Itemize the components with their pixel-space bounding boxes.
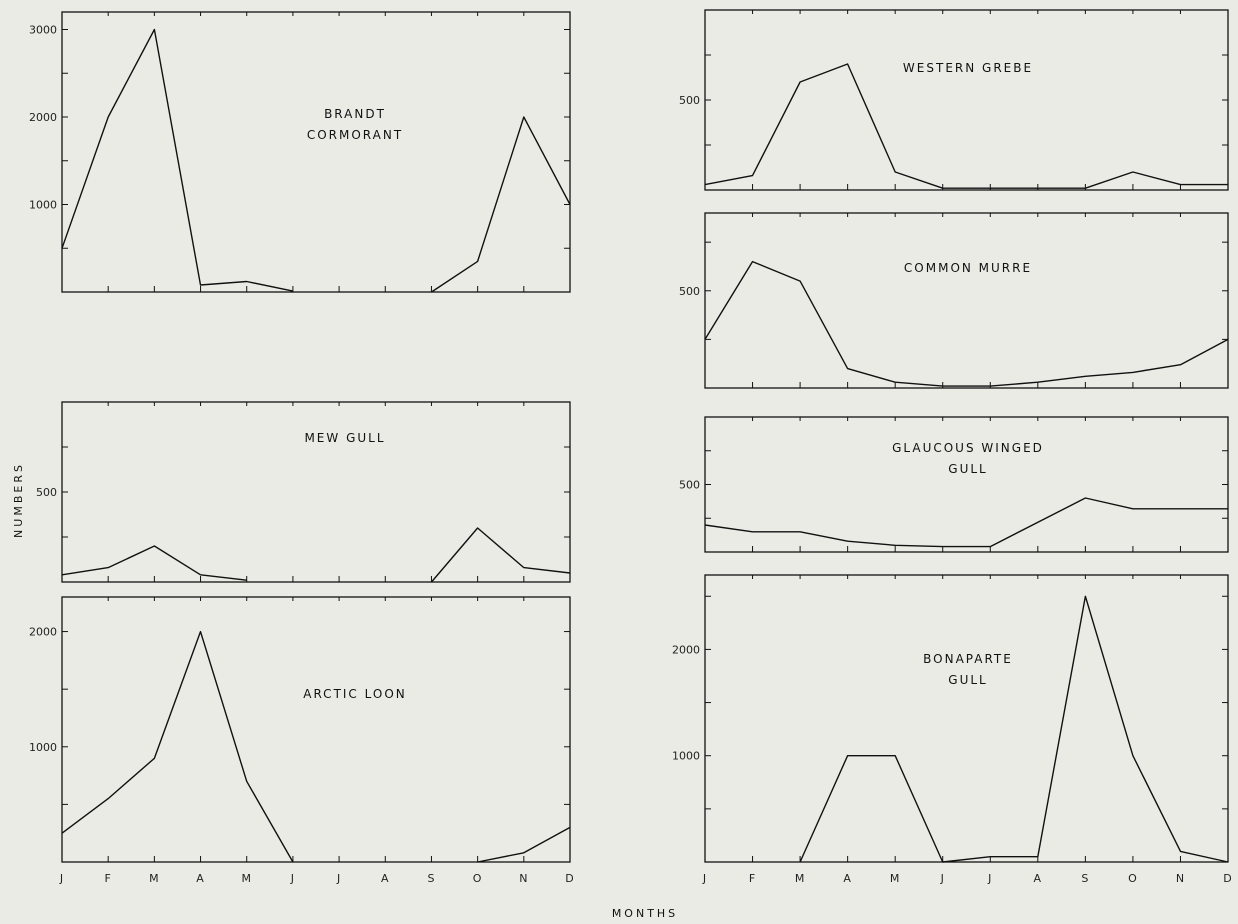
month-label: J — [940, 872, 945, 885]
panel-title: BRANDT — [324, 107, 386, 121]
panel-frame — [61, 11, 571, 293]
panel-title: WESTERN GREBE — [903, 61, 1033, 75]
series-line — [704, 63, 1228, 189]
panel-frame — [61, 596, 571, 863]
y-tick-label: 2000 — [672, 643, 700, 656]
panel-title: CORMORANT — [307, 128, 403, 142]
month-label: J — [702, 872, 707, 885]
panel-3: 500 WESTERN GREBE — [679, 9, 1229, 191]
month-label: S — [427, 872, 435, 885]
panel-frame — [704, 574, 1229, 863]
y-tick-label: 500 — [36, 486, 57, 499]
month-label: M — [795, 872, 806, 885]
panel-6: 1000 2000 BONAPARTE GULL — [672, 574, 1229, 863]
panel-title: COMMON MURRE — [904, 261, 1032, 275]
month-label: O — [1128, 872, 1138, 885]
panel-frame — [704, 9, 1229, 191]
y-tick-label: 1000 — [29, 199, 57, 212]
y-tick-label: 1000 — [672, 750, 700, 763]
month-label: A — [381, 872, 390, 885]
month-label: J — [336, 872, 341, 885]
month-label: A — [1034, 872, 1043, 885]
y-tick-label: 500 — [679, 285, 700, 298]
panel-title: BONAPARTE — [923, 652, 1013, 666]
month-label: A — [196, 872, 205, 885]
month-label: M — [890, 872, 901, 885]
month-label: D — [565, 872, 574, 885]
month-label: M — [241, 872, 252, 885]
series-line — [704, 497, 1228, 548]
panel-title: ARCTIC LOON — [303, 687, 407, 701]
y-tick-label: 500 — [679, 479, 700, 492]
y-tick-label: 3000 — [29, 24, 57, 37]
month-label: N — [1176, 872, 1185, 885]
series-line — [61, 630, 571, 863]
month-label: S — [1081, 872, 1089, 885]
panel-title: GULL — [948, 462, 987, 476]
y-tick-label: 1000 — [29, 741, 57, 754]
month-label: N — [519, 872, 528, 885]
panel-1: 500 MEW GULL — [36, 401, 571, 583]
month-label: J — [987, 872, 992, 885]
month-label: F — [105, 872, 112, 885]
series-line — [61, 527, 571, 583]
panel-5: 500 GLAUCOUS WINGED GULL — [679, 416, 1229, 553]
y-axis-title: NUMBERS — [12, 462, 25, 538]
panel-title: GULL — [948, 673, 987, 687]
month-label: J — [290, 872, 295, 885]
month-label: M — [149, 872, 160, 885]
x-axis-title: MONTHS — [612, 907, 678, 920]
panel-frame — [704, 212, 1229, 389]
panel-0: 1000 2000 3000 BRANDT CORMORANT — [29, 11, 571, 293]
y-tick-label: 2000 — [29, 626, 57, 639]
month-label: D — [1223, 872, 1232, 885]
panel-title: MEW GULL — [304, 431, 385, 445]
month-label: A — [843, 872, 852, 885]
month-label: F — [749, 872, 756, 885]
y-tick-label: 500 — [679, 94, 700, 107]
series-line — [61, 28, 571, 293]
panel-title: GLAUCOUS WINGED — [892, 441, 1044, 455]
panel-frame — [61, 401, 571, 583]
series-line — [704, 260, 1229, 387]
month-label: O — [473, 872, 483, 885]
month-label: J — [59, 872, 64, 885]
y-tick-label: 2000 — [29, 111, 57, 124]
series-line — [799, 595, 1229, 863]
panel-4: 500 COMMON MURRE — [679, 212, 1229, 389]
panel-2: 1000 2000 ARCTIC LOON — [29, 596, 571, 863]
